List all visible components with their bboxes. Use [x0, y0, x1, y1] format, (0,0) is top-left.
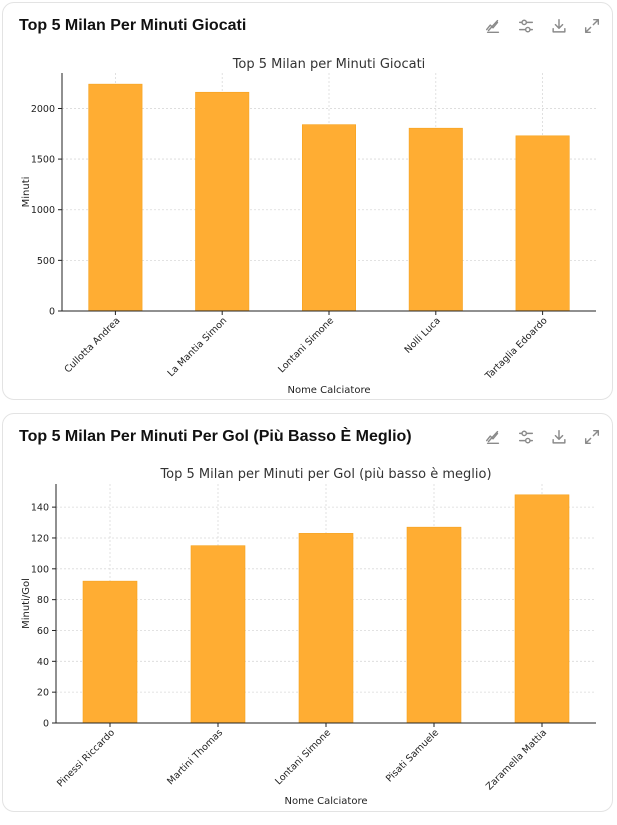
y-tick-label: 0 [43, 719, 49, 730]
y-tick-label: 80 [37, 595, 49, 606]
x-tick-label: La Mantia Simon [166, 315, 230, 379]
y-tick-label: 60 [37, 626, 49, 637]
card-title: Top 5 Milan Per Minuti Per Gol (Più Bass… [19, 428, 412, 445]
x-tick-label: Zaramella Mattia [484, 727, 549, 792]
y-tick-label: 1000 [31, 205, 55, 216]
y-tick-label: 40 [37, 657, 49, 668]
chart-title: Top 5 Milan per Minuti per Gol (più bass… [159, 467, 491, 482]
x-axis-label: Nome Calciatore [287, 385, 370, 396]
y-axis-label: Minuti/Gol [21, 578, 32, 629]
x-axis-label: Nome Calciatore [284, 796, 367, 807]
bar [514, 494, 570, 724]
bar-chart-minutes: Top 5 Milan per Minuti Giocati 0 500 1000 15… [21, 57, 596, 396]
y-tick-label: 2000 [31, 104, 55, 115]
bar-chart-minutes-per-goal: Top 5 Milan per Minuti per Gol (più bass… [21, 467, 596, 807]
y-axis-label: Minuti [21, 177, 32, 208]
card-toolbar [483, 427, 602, 447]
sliders-icon [518, 19, 534, 33]
x-tick-label: Tartaglia Edoardo [483, 315, 550, 382]
chart-toggle-button[interactable] [483, 16, 503, 36]
chart-toggle-button[interactable] [483, 427, 503, 447]
y-tick-label: 140 [31, 503, 49, 514]
expand-icon [584, 429, 600, 445]
chart-card-minutes-per-goal: Top 5 Milan Per Minuti Per Gol (Più Bass… [2, 413, 613, 812]
card-header: Top 5 Milan Per Minuti Per Gol (Più Bass… [3, 414, 612, 464]
expand-button[interactable] [582, 16, 602, 36]
y-tick-label: 120 [31, 533, 49, 544]
bar [301, 124, 356, 312]
bar [88, 83, 143, 312]
bar [515, 135, 570, 312]
bar [190, 545, 246, 724]
chart-toggle-icon [485, 430, 500, 445]
chart-settings-button[interactable] [516, 427, 536, 447]
x-tick-label: Lontani Simone [273, 727, 333, 787]
y-tick-label: 1500 [31, 155, 55, 166]
x-tick-label: Pinessi Riccardo [55, 727, 117, 789]
chart-settings-button[interactable] [516, 16, 536, 36]
card-toolbar [483, 16, 602, 36]
x-tick-label: Nolli Luca [403, 315, 443, 355]
bar [298, 533, 354, 724]
expand-button[interactable] [582, 427, 602, 447]
x-tick-label: Cullotta Andrea [62, 315, 122, 375]
x-tick-label: Martini Thomas [165, 727, 225, 787]
bar [406, 526, 462, 724]
x-tick-label: Pisati Samuele [384, 727, 441, 784]
download-button[interactable] [549, 16, 569, 36]
chart-title: Top 5 Milan per Minuti Giocati [232, 57, 426, 72]
y-tick-label: 100 [31, 564, 49, 575]
y-tick-label: 20 [37, 688, 49, 699]
download-button[interactable] [549, 427, 569, 447]
bar [408, 127, 463, 312]
sliders-icon [518, 430, 534, 444]
expand-icon [584, 18, 600, 34]
chart-toggle-icon [485, 19, 500, 34]
bar [82, 580, 138, 724]
download-icon [552, 429, 566, 444]
x-tick-label: Lontani Simone [276, 315, 336, 375]
y-tick-label: 500 [37, 256, 55, 267]
chart-card-minutes: Top 5 Milan Per Minuti Giocati [2, 2, 613, 400]
y-tick-label: 0 [49, 307, 55, 318]
download-icon [552, 18, 566, 33]
bar [195, 91, 250, 312]
card-header: Top 5 Milan Per Minuti Giocati [3, 3, 612, 53]
card-title: Top 5 Milan Per Minuti Giocati [19, 17, 247, 34]
